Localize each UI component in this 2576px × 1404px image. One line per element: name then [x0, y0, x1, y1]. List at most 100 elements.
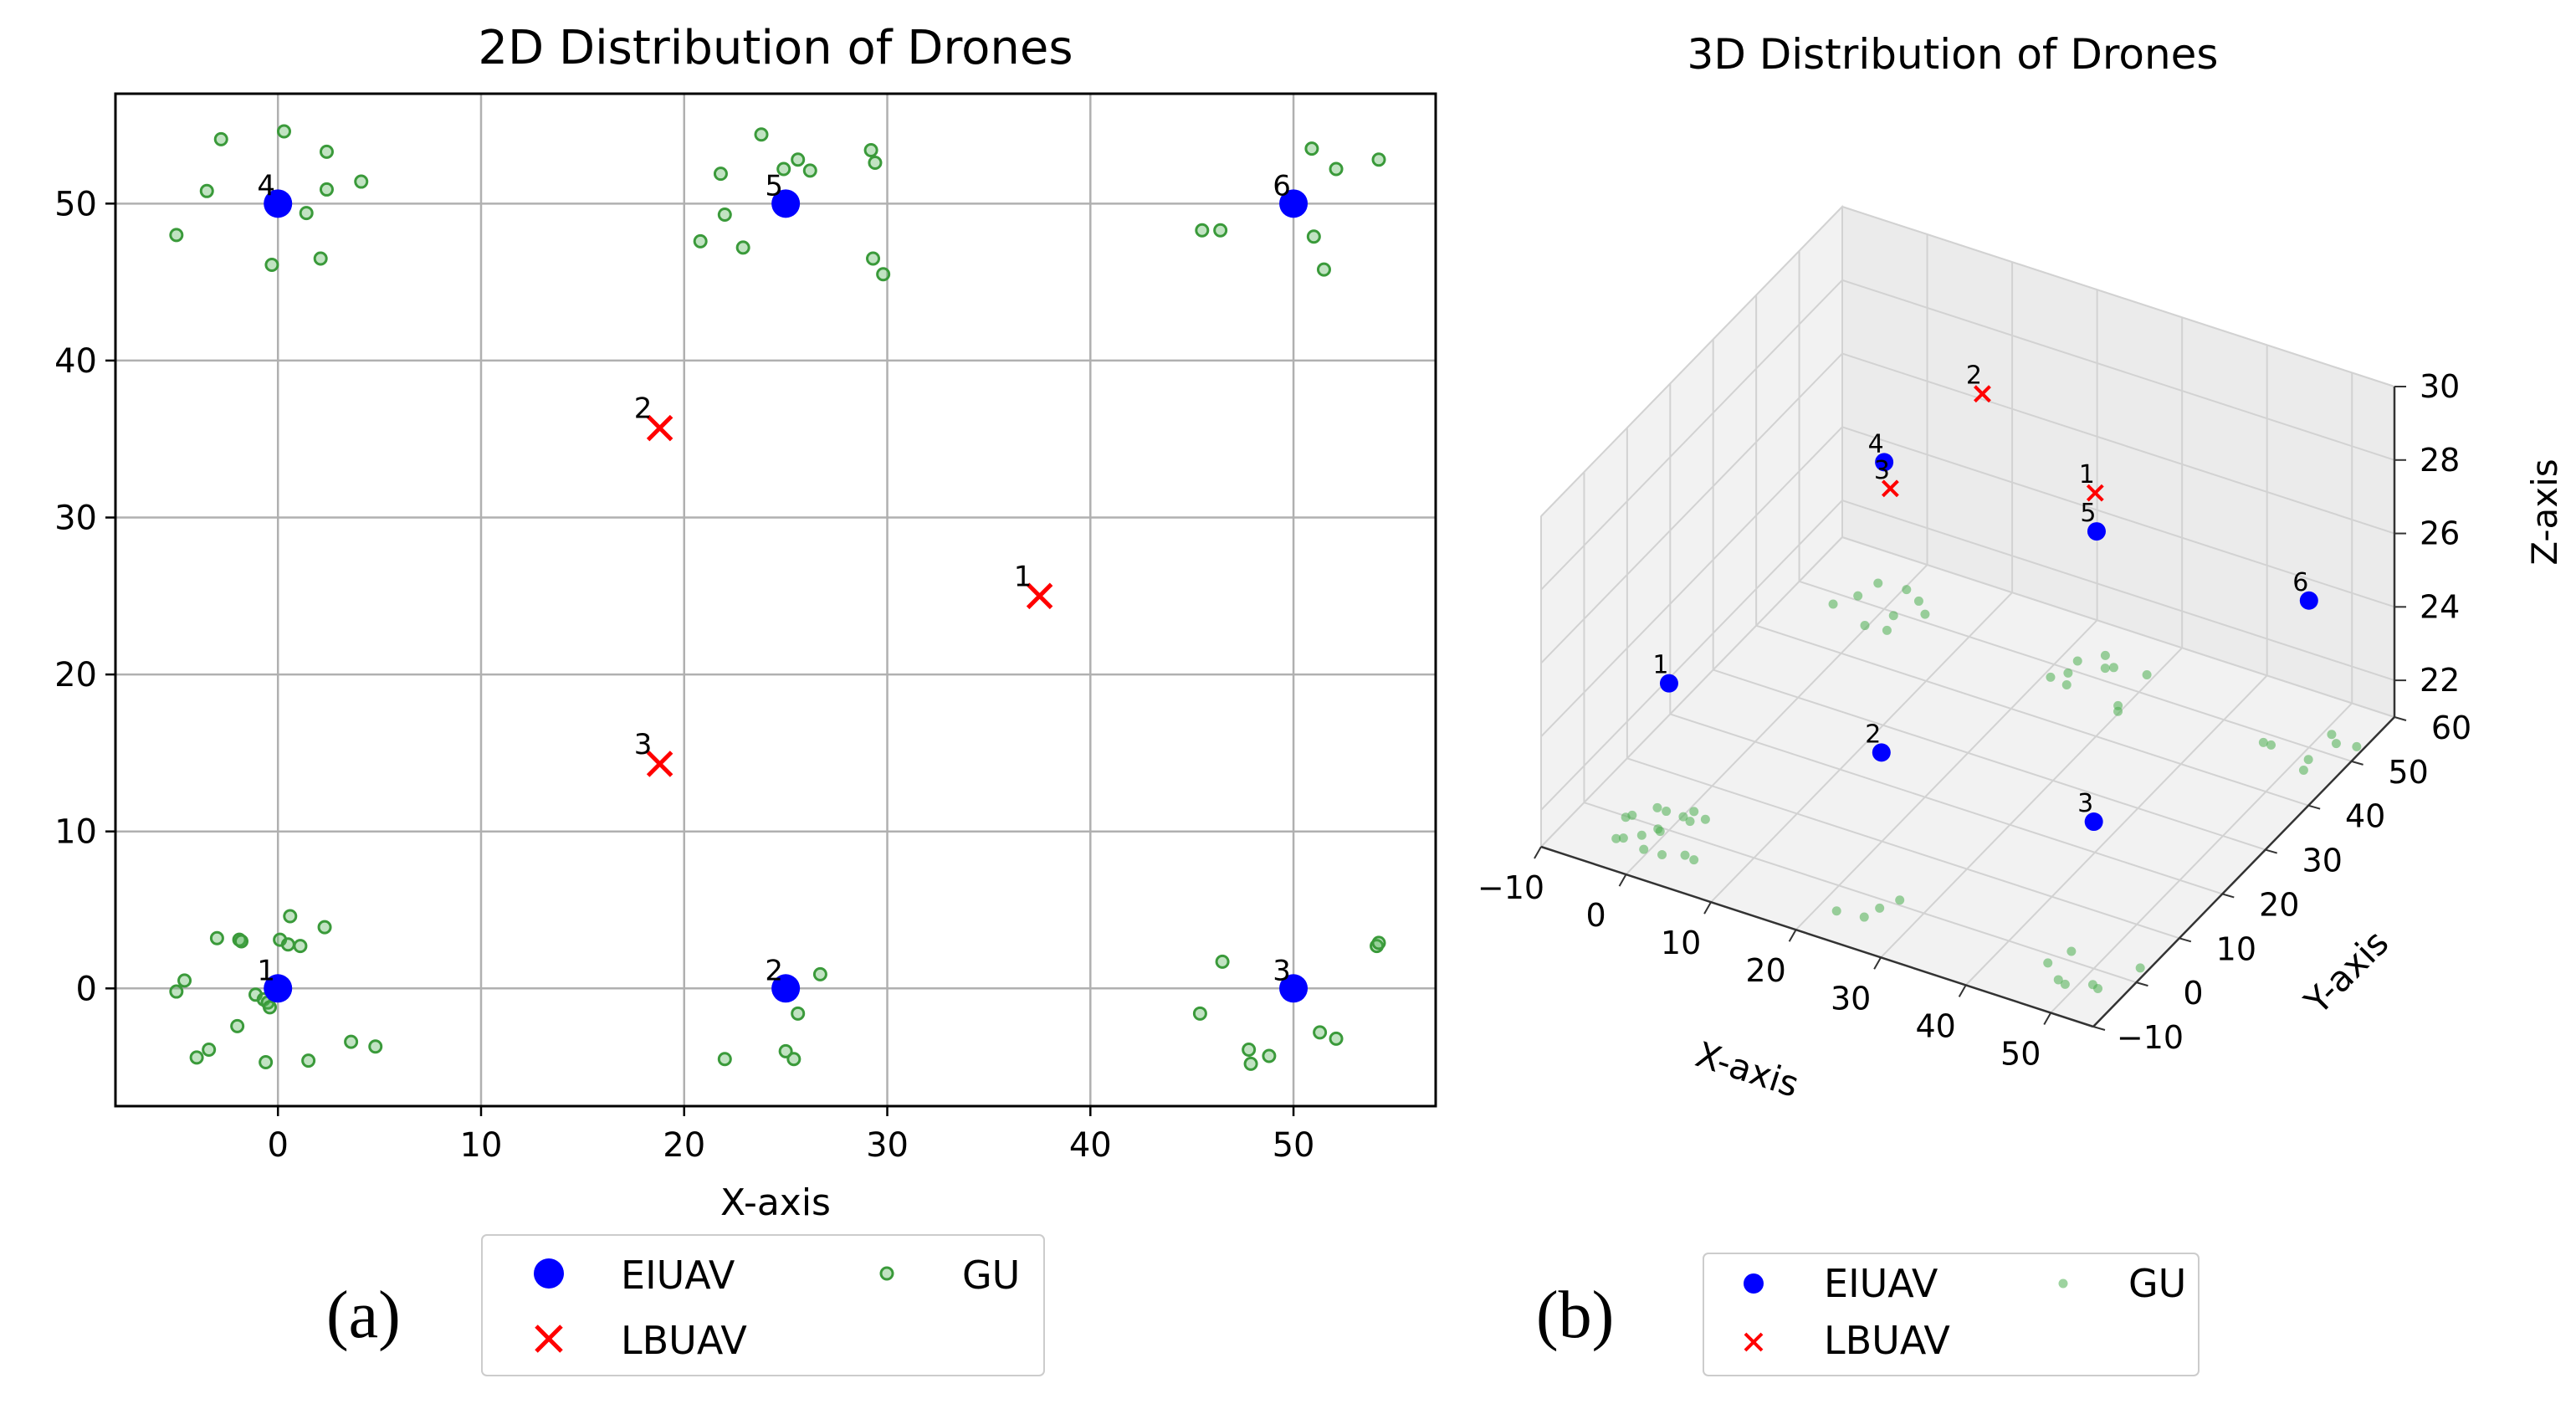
gu-point [234, 934, 249, 949]
gu-point [2100, 664, 2110, 674]
gu-point [317, 920, 332, 935]
gu-point [189, 1050, 204, 1065]
lbuav-point [1026, 582, 1053, 610]
x-tick-label: 50 [2000, 1035, 2041, 1072]
grid-back-z [1841, 426, 2395, 608]
gu-point [301, 1053, 316, 1068]
gu-point [2142, 670, 2152, 680]
y-tick-mark [2394, 716, 2407, 721]
gu-point [1853, 591, 1863, 601]
gu-point [1888, 611, 1898, 621]
gu-point [1655, 827, 1665, 837]
gu-point [791, 152, 806, 167]
gu-point [354, 174, 369, 189]
gu-point [1627, 810, 1637, 820]
chart-2d-grid [115, 94, 1436, 1106]
lbuav-point [1974, 385, 1991, 403]
grid-left-z [1540, 500, 1843, 811]
gu-point [1371, 935, 1386, 951]
z-tick-label: 26 [2420, 515, 2460, 552]
gu-point [1657, 849, 1667, 859]
legend-lbuav-x [1744, 1332, 1764, 1352]
gu-point [1371, 152, 1386, 167]
gu-point [1652, 802, 1662, 812]
gu-point [1242, 1042, 1257, 1057]
gu-point [169, 984, 184, 999]
gu-point [264, 257, 279, 272]
gu-point [717, 1052, 732, 1067]
y-tick-label: 30 [2302, 843, 2343, 879]
chart-2d-eiuav-points: 1 2 3 4 5 6 [257, 169, 1308, 1003]
gu-point [778, 1043, 793, 1058]
gu-point [754, 127, 769, 142]
chart-2d: 2D Distribution of Drones 0 10 20 30 40 50 0 1… [54, 21, 1437, 1376]
gu-point [1882, 625, 1892, 635]
legend-lbuav-marker [1744, 1332, 1764, 1352]
gu-point [1689, 807, 1699, 817]
x-tick-mark [1958, 984, 1967, 997]
grid-floor-y [1626, 757, 2180, 940]
chart-3d-z-axis-label: Z-axis [2524, 459, 2565, 565]
lbuav-point-label: 3 [634, 728, 653, 761]
panel-label-b: (b) [1536, 1278, 1614, 1352]
lbuav-point-stroke-2 [646, 751, 673, 777]
lbuav-point-stroke-2 [646, 414, 673, 442]
gu-point [812, 966, 827, 981]
chart-2d-gu-points [169, 124, 1386, 1071]
eiuav-point [1279, 189, 1308, 218]
gu-point [368, 1039, 383, 1054]
lbuav-point-stroke-2 [2086, 484, 2104, 502]
lbuav-point [1881, 479, 1899, 498]
gu-point [2258, 737, 2268, 747]
legend-eiuav-marker [1744, 1273, 1764, 1294]
eiuav-point-label: 2 [1865, 720, 1881, 749]
gu-point [319, 182, 334, 197]
y-tick-label: 40 [54, 342, 97, 381]
grid-back-z [1841, 500, 2395, 682]
y-tick-label: 10 [2216, 930, 2256, 967]
gu-point [2066, 946, 2077, 956]
chart-3d-x-axis-label: X-axis [1691, 1033, 1804, 1105]
x-tick-mark [1534, 846, 1542, 859]
x-tick-label: 0 [1585, 897, 1606, 934]
legend-gu-label: GU [2128, 1261, 2186, 1306]
chart-3d-grid [1540, 206, 2395, 1027]
gu-point [1192, 1006, 1207, 1021]
gu-point [199, 183, 214, 198]
y-tick-label: 60 [2431, 710, 2471, 746]
chart-3d-title: 3D Distribution of Drones [1687, 30, 2219, 79]
eiuav-point [1875, 453, 1894, 472]
x-tick-label: 40 [1069, 1126, 1112, 1165]
gu-point [717, 207, 732, 222]
gu-point [1700, 814, 1710, 824]
chart-3d-panes [1539, 204, 2396, 1028]
gu-point [2135, 963, 2145, 973]
z-tick-label: 28 [2420, 442, 2460, 479]
y-tick-mark [2351, 760, 2363, 766]
gu-point [177, 973, 192, 988]
y-tick-mark [2136, 981, 2148, 987]
lbuav-point-stroke-2 [1974, 385, 1991, 403]
y-tick-label: 50 [2388, 754, 2428, 791]
gu-point [263, 1000, 278, 1015]
grid-floor-x [1964, 674, 2268, 986]
gu-point [693, 233, 708, 249]
gu-point [202, 1042, 217, 1057]
grid-back-z [1841, 279, 2395, 461]
chart-2d-legend-box [481, 1234, 1045, 1376]
gu-point [735, 240, 750, 255]
gu-point [866, 251, 881, 266]
gu-point [283, 909, 298, 924]
gu-point [2063, 668, 2073, 678]
eiuav-point [1279, 974, 1308, 1003]
y-tick-mark [2092, 1026, 2106, 1031]
gu-point [1313, 1025, 1328, 1040]
gu-point [1611, 833, 1621, 843]
grid-left-z [1540, 206, 1843, 517]
x-tick-mark [1873, 956, 1882, 970]
y-axis-line [2092, 716, 2395, 1027]
gu-point [2072, 656, 2082, 666]
grid-left-z [1540, 352, 1843, 664]
gu-point [863, 143, 878, 158]
y-tick-label: −10 [2117, 1019, 2184, 1056]
